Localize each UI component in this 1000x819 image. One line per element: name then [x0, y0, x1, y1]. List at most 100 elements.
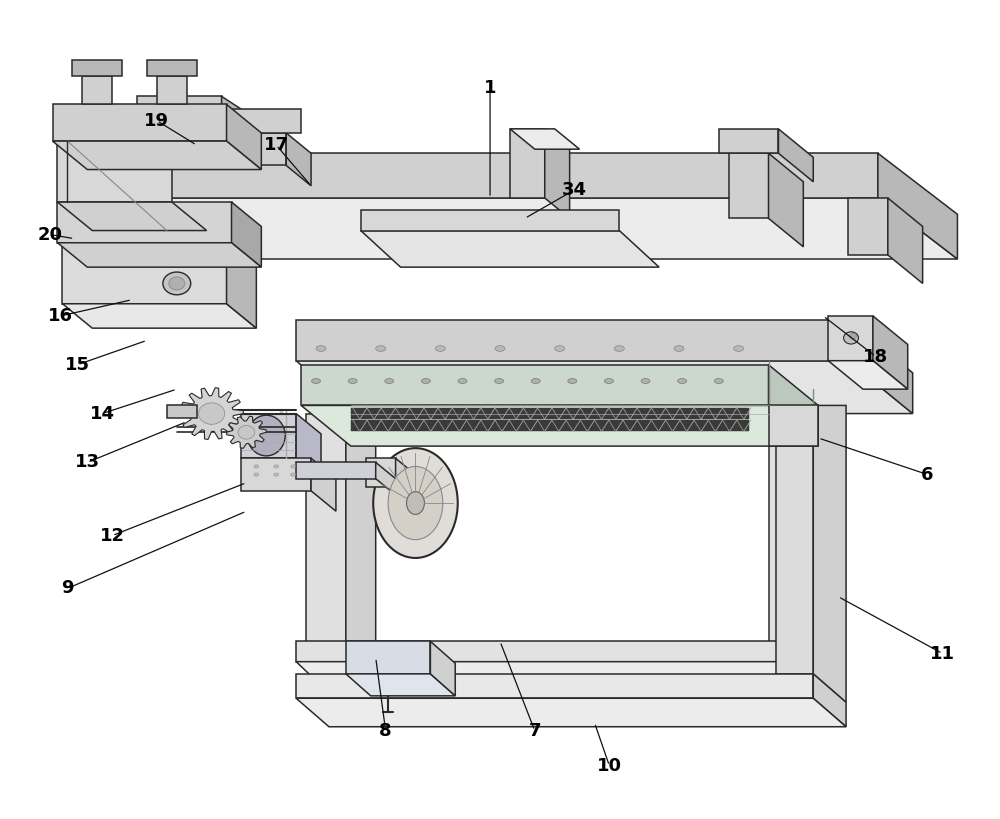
- Ellipse shape: [316, 346, 326, 351]
- Polygon shape: [147, 60, 197, 76]
- Polygon shape: [296, 674, 813, 699]
- Polygon shape: [769, 405, 818, 446]
- Polygon shape: [808, 414, 838, 690]
- Polygon shape: [376, 463, 396, 495]
- Ellipse shape: [568, 378, 577, 383]
- Polygon shape: [848, 320, 913, 414]
- Polygon shape: [510, 129, 545, 198]
- Polygon shape: [241, 459, 321, 478]
- Polygon shape: [306, 414, 346, 662]
- Polygon shape: [227, 416, 266, 448]
- Text: 18: 18: [863, 347, 888, 365]
- Polygon shape: [888, 198, 923, 283]
- Polygon shape: [301, 364, 769, 405]
- Ellipse shape: [312, 378, 321, 383]
- Text: 17: 17: [264, 136, 289, 154]
- Ellipse shape: [247, 415, 285, 456]
- Ellipse shape: [555, 346, 565, 351]
- Polygon shape: [53, 141, 261, 170]
- Polygon shape: [82, 76, 112, 105]
- Ellipse shape: [238, 425, 255, 439]
- Polygon shape: [848, 198, 888, 255]
- Polygon shape: [296, 360, 913, 414]
- Ellipse shape: [385, 378, 394, 383]
- Ellipse shape: [435, 346, 445, 351]
- Polygon shape: [62, 304, 256, 328]
- Polygon shape: [769, 364, 818, 446]
- Polygon shape: [346, 674, 455, 696]
- Polygon shape: [430, 641, 455, 696]
- Ellipse shape: [291, 473, 296, 476]
- Polygon shape: [57, 202, 232, 242]
- Polygon shape: [132, 153, 878, 198]
- Ellipse shape: [388, 467, 443, 540]
- Text: 1: 1: [484, 79, 496, 97]
- Polygon shape: [286, 133, 311, 186]
- Polygon shape: [828, 360, 908, 389]
- Polygon shape: [296, 662, 843, 690]
- Ellipse shape: [604, 378, 613, 383]
- Ellipse shape: [169, 277, 185, 290]
- Polygon shape: [366, 459, 396, 486]
- Ellipse shape: [163, 272, 191, 295]
- Polygon shape: [241, 459, 311, 491]
- Polygon shape: [346, 641, 430, 674]
- Polygon shape: [813, 641, 843, 690]
- Polygon shape: [361, 230, 659, 267]
- Text: 16: 16: [48, 307, 73, 325]
- Polygon shape: [296, 699, 846, 726]
- Polygon shape: [306, 662, 376, 690]
- Polygon shape: [227, 105, 261, 170]
- Polygon shape: [132, 198, 957, 259]
- Ellipse shape: [844, 332, 858, 344]
- Polygon shape: [241, 414, 296, 459]
- Ellipse shape: [373, 448, 458, 558]
- Polygon shape: [137, 97, 222, 120]
- Ellipse shape: [678, 378, 687, 383]
- Polygon shape: [769, 414, 808, 662]
- Ellipse shape: [531, 378, 540, 383]
- Polygon shape: [873, 316, 908, 389]
- Polygon shape: [157, 76, 187, 105]
- Ellipse shape: [850, 333, 857, 339]
- Ellipse shape: [407, 491, 424, 514]
- Polygon shape: [232, 202, 261, 267]
- Polygon shape: [227, 242, 256, 328]
- Text: 6: 6: [921, 465, 934, 483]
- Text: 34: 34: [562, 181, 587, 199]
- Polygon shape: [545, 129, 570, 219]
- Ellipse shape: [291, 465, 296, 468]
- Polygon shape: [311, 459, 336, 511]
- Ellipse shape: [198, 403, 225, 424]
- Text: 12: 12: [100, 527, 125, 545]
- Polygon shape: [776, 405, 813, 674]
- Polygon shape: [828, 316, 873, 360]
- Polygon shape: [180, 387, 243, 440]
- Polygon shape: [778, 129, 813, 182]
- Text: 13: 13: [75, 454, 100, 472]
- Text: 10: 10: [597, 757, 622, 775]
- Ellipse shape: [254, 473, 259, 476]
- Ellipse shape: [495, 346, 505, 351]
- Polygon shape: [296, 320, 848, 360]
- Polygon shape: [813, 405, 846, 703]
- Bar: [351, 420, 749, 432]
- Ellipse shape: [348, 378, 357, 383]
- Polygon shape: [769, 153, 803, 247]
- Polygon shape: [296, 641, 813, 662]
- Polygon shape: [361, 210, 619, 230]
- Polygon shape: [301, 405, 818, 446]
- Polygon shape: [57, 202, 207, 230]
- Text: 9: 9: [61, 580, 74, 597]
- Ellipse shape: [274, 473, 279, 476]
- Polygon shape: [207, 120, 227, 165]
- Ellipse shape: [714, 378, 723, 383]
- Polygon shape: [167, 405, 197, 419]
- Polygon shape: [396, 459, 415, 503]
- Text: 15: 15: [65, 355, 90, 373]
- Polygon shape: [57, 242, 261, 267]
- Polygon shape: [296, 463, 376, 478]
- Polygon shape: [346, 414, 376, 690]
- Ellipse shape: [674, 346, 684, 351]
- Ellipse shape: [734, 346, 744, 351]
